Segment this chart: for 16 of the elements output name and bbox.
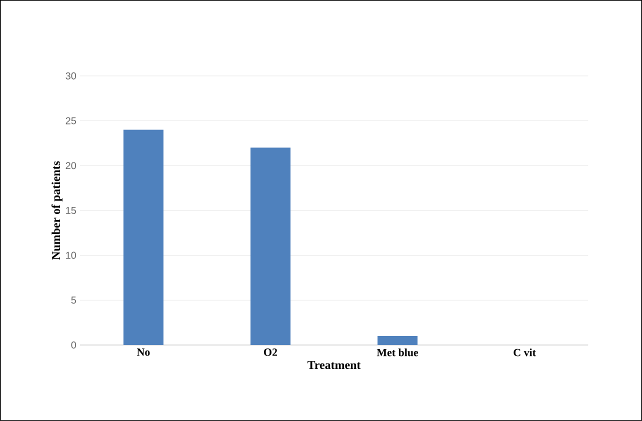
x-tick-label: Met blue — [376, 348, 418, 356]
y-tick-label: 0 — [71, 342, 76, 349]
bar — [250, 148, 290, 346]
x-tick-label: O2 — [264, 348, 278, 356]
y-tick-label: 10 — [66, 252, 76, 259]
y-tick-label: 25 — [66, 117, 76, 124]
x-axis-title: Treatment — [308, 361, 361, 370]
y-tick-label: 30 — [66, 72, 76, 80]
x-tick-label: C vit — [514, 348, 536, 356]
y-tick-label: 5 — [71, 296, 76, 304]
bar — [378, 336, 418, 346]
y-tick-label: 15 — [66, 207, 76, 214]
x-tick-label: No — [136, 348, 150, 356]
y-tick-label: 20 — [66, 162, 76, 170]
y-axis-title: Number of patients — [52, 161, 62, 260]
bar — [123, 130, 164, 346]
